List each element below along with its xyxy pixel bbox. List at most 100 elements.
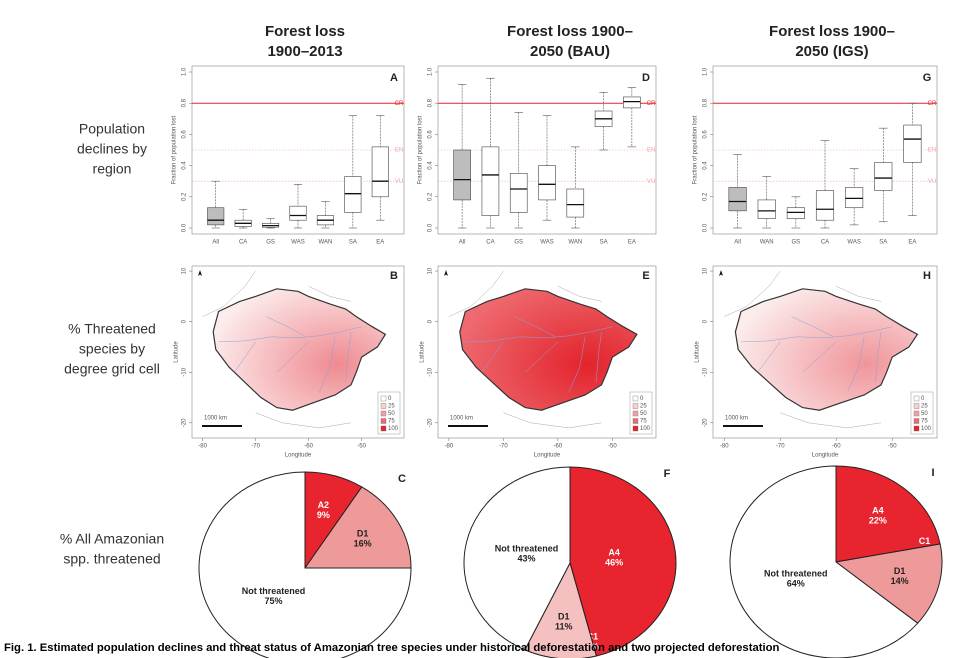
box bbox=[481, 146, 500, 216]
row-label: % All Amazonian bbox=[60, 531, 164, 547]
box bbox=[566, 188, 585, 218]
caption-background bbox=[0, 640, 960, 658]
scale-label: 1000 km bbox=[204, 416, 227, 422]
legend-swatch bbox=[632, 418, 639, 424]
river bbox=[595, 331, 602, 383]
y-axis-label: Latitude bbox=[695, 341, 701, 363]
legend-swatch bbox=[632, 425, 639, 432]
row-label: region bbox=[93, 161, 132, 177]
y-tick-label: 0.2 bbox=[703, 192, 709, 201]
x-tick-label: -50 bbox=[888, 444, 897, 450]
legend-label: 0 bbox=[640, 396, 644, 402]
y-tick-label: 0.6 bbox=[428, 130, 434, 139]
panel-letter: G bbox=[923, 72, 932, 84]
x-tick-label: -50 bbox=[357, 444, 366, 450]
y-tick-label: 0.0 bbox=[182, 223, 188, 232]
y-tick-label: -10 bbox=[703, 367, 709, 376]
threshold-label: CR bbox=[395, 101, 404, 107]
river bbox=[568, 336, 586, 393]
x-tick-label: -60 bbox=[304, 444, 313, 450]
basin bbox=[212, 288, 387, 411]
legend-label: 50 bbox=[388, 411, 395, 417]
slice-value: 9% bbox=[317, 510, 330, 520]
legend-label: 75 bbox=[388, 419, 395, 425]
y-tick-label: 0.8 bbox=[428, 98, 434, 107]
row-label: spp. threatened bbox=[63, 551, 160, 567]
legend-label: 25 bbox=[640, 404, 647, 410]
y-tick-label: 10 bbox=[428, 267, 434, 274]
box bbox=[874, 162, 893, 191]
box bbox=[845, 187, 864, 209]
border bbox=[255, 412, 352, 429]
river bbox=[318, 336, 336, 393]
slice-name: C1 bbox=[587, 631, 599, 641]
legend-label: 50 bbox=[921, 411, 928, 417]
legend-swatch bbox=[632, 403, 639, 409]
x-tick-label: WAN bbox=[760, 240, 774, 246]
x-tick-label: SA bbox=[879, 240, 887, 246]
river bbox=[847, 336, 865, 393]
y-tick-label: 0 bbox=[428, 319, 434, 323]
panel-letter: B bbox=[390, 270, 398, 282]
legend-swatch bbox=[913, 403, 920, 409]
x-axis-label: Longitude bbox=[812, 453, 839, 459]
y-tick-label: 0.6 bbox=[182, 130, 188, 139]
slice-value: 16% bbox=[354, 539, 372, 549]
river bbox=[791, 316, 834, 338]
legend-label: 100 bbox=[921, 426, 932, 432]
river bbox=[276, 341, 309, 373]
panel-letter: E bbox=[642, 270, 649, 282]
legend-swatch bbox=[380, 403, 387, 409]
slice-name: D1 bbox=[357, 529, 369, 539]
caption: Fig. 1. Estimated population declines an… bbox=[4, 642, 780, 654]
x-tick-label: EA bbox=[908, 240, 916, 246]
x-tick-label: -80 bbox=[198, 444, 207, 450]
x-tick-label: EA bbox=[376, 240, 384, 246]
x-tick-label: WAS bbox=[847, 240, 860, 246]
river bbox=[514, 316, 556, 338]
legend-swatch bbox=[380, 410, 387, 417]
y-axis-label: Fraction of population lost bbox=[418, 115, 424, 184]
column-title: Forest loss 1900– bbox=[507, 23, 633, 40]
legend-label: 25 bbox=[388, 404, 395, 410]
panel-letter: H bbox=[923, 270, 931, 282]
legend-swatch bbox=[380, 395, 387, 402]
legend-label: 75 bbox=[921, 419, 928, 425]
y-tick-label: -10 bbox=[428, 367, 434, 376]
slice-value: 11% bbox=[555, 622, 573, 632]
row-label: degree grid cell bbox=[64, 361, 160, 377]
box bbox=[509, 173, 528, 213]
legend-label: 0 bbox=[388, 396, 392, 402]
x-tick-label: -70 bbox=[251, 444, 260, 450]
y-axis-label: Latitude bbox=[174, 341, 180, 363]
box bbox=[623, 96, 641, 109]
x-tick-label: WAN bbox=[568, 240, 582, 246]
pie-slice bbox=[304, 486, 412, 569]
x-tick-label: GS bbox=[514, 240, 523, 246]
scale-label: 1000 km bbox=[450, 416, 473, 422]
slice-value: 14% bbox=[891, 576, 909, 586]
column-title: 2050 (IGS) bbox=[795, 43, 868, 60]
slice-name: D1 bbox=[558, 612, 570, 622]
y-tick-label: 0.0 bbox=[428, 223, 434, 232]
x-tick-label: SA bbox=[600, 240, 608, 246]
y-tick-label: 0 bbox=[182, 319, 188, 323]
box bbox=[371, 146, 389, 198]
north-arrow bbox=[198, 270, 202, 276]
pie-slice bbox=[834, 543, 943, 624]
y-tick-label: 0.4 bbox=[703, 161, 709, 170]
river bbox=[740, 326, 893, 343]
y-tick-label: 0.4 bbox=[428, 161, 434, 170]
y-axis-label: Fraction of population lost bbox=[693, 115, 699, 184]
slice-name: D1 bbox=[894, 566, 906, 576]
pie-slice bbox=[569, 466, 677, 657]
border bbox=[448, 270, 504, 317]
pie-slice bbox=[524, 561, 597, 658]
river bbox=[757, 341, 781, 373]
x-tick-label: WAS bbox=[540, 240, 553, 246]
slice-name: A4 bbox=[872, 506, 884, 516]
border bbox=[308, 285, 352, 302]
slice-name: A2 bbox=[318, 500, 330, 510]
pie-slice bbox=[835, 465, 941, 563]
